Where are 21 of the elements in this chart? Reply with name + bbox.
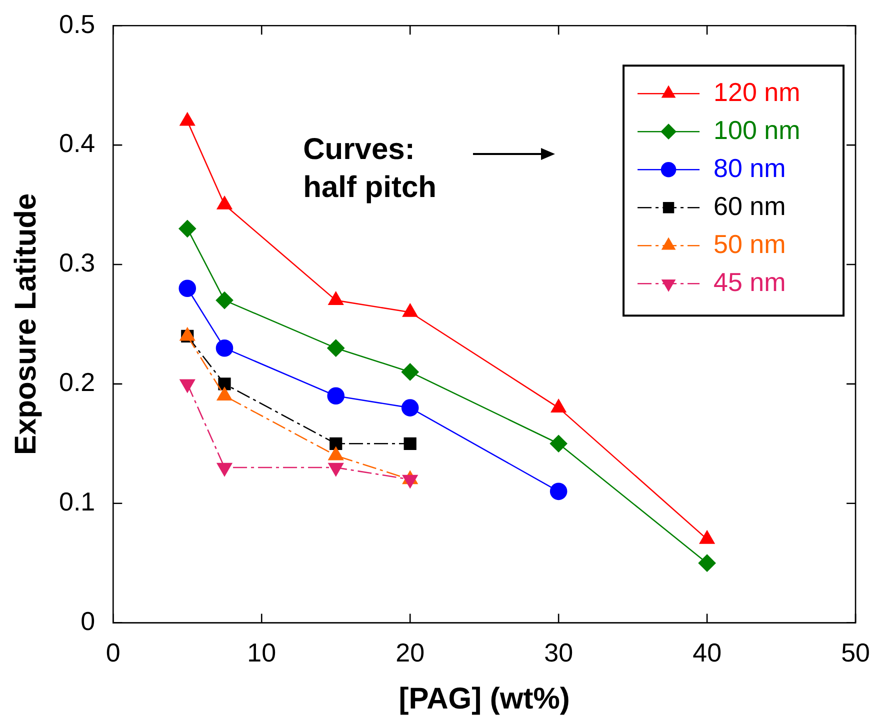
legend-label: 45 nm (714, 266, 786, 297)
y-axis-title: Exposure Latitude (9, 193, 42, 456)
legend-label: 120 nm (714, 76, 800, 107)
legend-label: 80 nm (714, 152, 786, 183)
x-tick-label: 30 (544, 638, 574, 668)
x-tick-label: 10 (247, 638, 276, 668)
x-tick-label: 50 (841, 638, 870, 668)
x-tick-label: 0 (106, 638, 120, 668)
legend-label: 50 nm (714, 228, 786, 259)
y-tick-label: 0.4 (58, 128, 96, 158)
x-axis-title: [PAG] (wt%) (398, 682, 570, 716)
legend-label: 100 nm (714, 114, 800, 145)
y-tick-label: 0.5 (58, 8, 96, 39)
y-tick-label: 0.2 (58, 367, 96, 398)
annotation: Curves: half pitch (303, 132, 436, 206)
legend-label: 60 nm (714, 190, 786, 221)
y-tick-label: 0.1 (58, 486, 96, 517)
x-tick-label: 40 (692, 638, 722, 668)
y-tick-label: 0 (80, 606, 96, 636)
y-tick-label: 0.3 (58, 248, 96, 278)
x-tick-label: 20 (396, 638, 425, 668)
